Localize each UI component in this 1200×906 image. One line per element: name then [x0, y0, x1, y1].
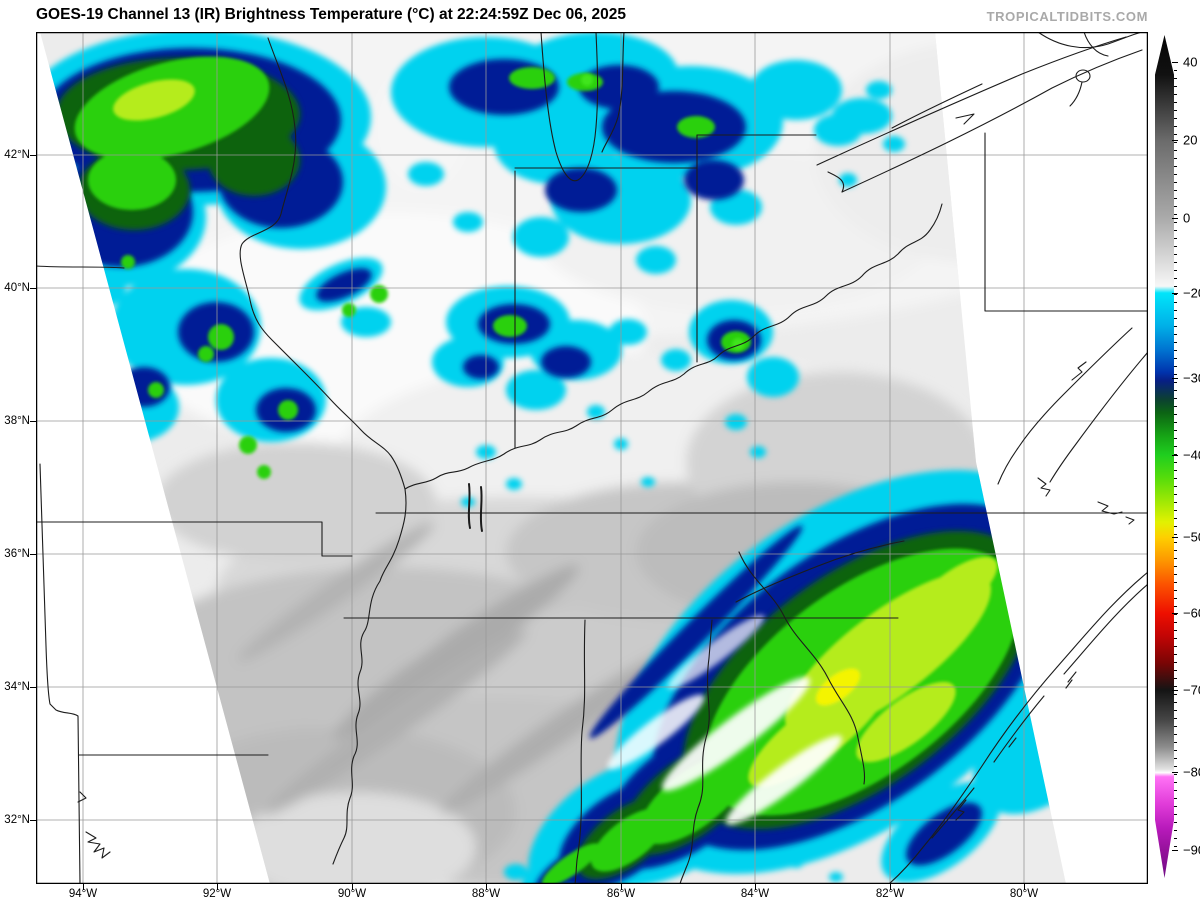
colorbar-tick-label: 40	[1183, 54, 1198, 70]
colorbar-tick-label: 0	[1183, 210, 1191, 226]
lat-label: 38°N	[4, 415, 30, 427]
colorbar-tick-label: −90	[1183, 842, 1200, 858]
cloud-layer-yellowgreen	[113, 74, 998, 788]
lon-label: 86°W	[606, 888, 636, 900]
lon-tick	[1024, 884, 1025, 890]
lat-tick	[30, 554, 36, 555]
colorbar-tick-label: 20	[1183, 132, 1198, 148]
colorbar-tick	[1172, 62, 1178, 63]
lat-tick	[30, 421, 36, 422]
lon-tick	[621, 884, 622, 890]
lon-tick	[217, 884, 218, 890]
lat-label: 36°N	[4, 548, 30, 560]
colorbar-tick-label: −60	[1183, 605, 1200, 621]
tropicaltidbits-watermark: TROPICALTIDBITS.COM	[986, 9, 1148, 24]
colorbar-tick	[1172, 613, 1178, 614]
map-frame	[35, 31, 1149, 885]
colorbar-tick	[1172, 690, 1178, 691]
colorbar-tick	[1172, 140, 1178, 141]
lon-tick	[352, 884, 353, 890]
colorbar-tick	[1172, 378, 1178, 379]
colorbar-tick	[1172, 455, 1178, 456]
colorbar-minor-ticks	[1174, 62, 1177, 854]
colorbar-tick-label: −20	[1183, 285, 1200, 301]
lat-label: 42°N	[4, 149, 30, 161]
colorbar-tick-label: −40	[1183, 447, 1200, 463]
colorbar-tick	[1172, 772, 1178, 773]
lon-tick	[755, 884, 756, 890]
lon-tick	[486, 884, 487, 890]
lon-label: 88°W	[471, 888, 501, 900]
lat-tick	[30, 155, 36, 156]
colorbar-tick	[1172, 293, 1178, 294]
lon-label: 84°W	[740, 888, 770, 900]
lat-tick	[30, 687, 36, 688]
lat-label: 34°N	[4, 681, 30, 693]
lon-tick	[83, 884, 84, 890]
colorbar-tick	[1172, 537, 1178, 538]
map-boundaries	[35, 31, 1149, 885]
map-title: GOES-19 Channel 13 (IR) Brightness Tempe…	[36, 6, 626, 23]
colorbar-tick-label: −70	[1183, 682, 1200, 698]
colorbar-tick-label: −30	[1183, 370, 1200, 386]
lon-tick	[890, 884, 891, 890]
lat-tick	[30, 820, 36, 821]
lon-label: 82°W	[875, 888, 905, 900]
colorbar-tick	[1172, 218, 1178, 219]
colorbar-tick-label: −80	[1183, 764, 1200, 780]
satellite-map	[35, 31, 1149, 885]
lat-label: 40°N	[4, 282, 30, 294]
satellite-ir-image	[35, 31, 1149, 885]
colorbar-tick	[1172, 850, 1178, 851]
lon-label: 80°W	[1009, 888, 1039, 900]
imagery-layers	[40, 32, 1066, 884]
lon-label: 90°W	[337, 888, 367, 900]
lat-label: 32°N	[4, 814, 30, 826]
lon-label: 94°W	[68, 888, 98, 900]
temperature-colorbar	[1155, 35, 1174, 878]
lon-label: 92°W	[202, 888, 232, 900]
colorbar-tick-label: −50	[1183, 529, 1200, 545]
lat-tick	[30, 288, 36, 289]
